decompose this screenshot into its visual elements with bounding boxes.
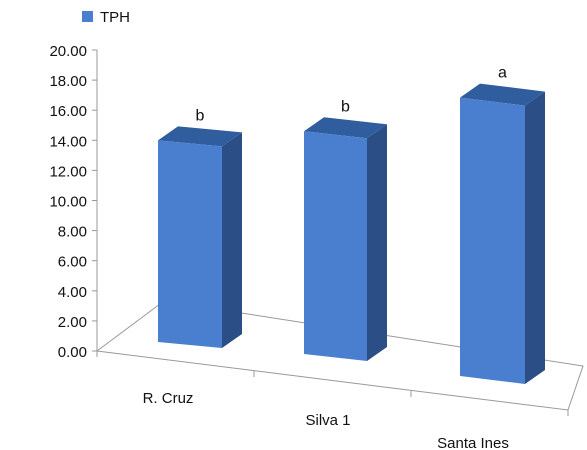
y-tick-label: 4.00	[58, 284, 87, 301]
bar-2	[304, 131, 367, 361]
y-tick-label: 0.00	[58, 344, 87, 361]
bar-annotation-3: a	[498, 65, 507, 82]
x-tick-label-1: R. Cruz	[143, 390, 194, 407]
x-tick-label-2: Silva 1	[305, 412, 350, 429]
chart-legend: TPH	[82, 9, 130, 26]
y-tick-label: 20.00	[49, 43, 87, 60]
bar-3	[460, 97, 525, 384]
legend-label: TPH	[100, 9, 130, 26]
bar-top-1	[158, 126, 242, 147]
bar-annotation-1: b	[196, 107, 205, 124]
y-tick-label: 8.00	[58, 224, 87, 241]
y-tick-label: 6.00	[58, 254, 87, 271]
legend-swatch	[82, 11, 93, 22]
bar-1	[158, 140, 222, 348]
chart-axes: 0.00 2.00 4.00 6.00 8.00 10.00 12.00 14.00 16.00…	[49, 43, 584, 416]
bar-top-3	[460, 83, 545, 106]
y-tick-label: 16.00	[49, 103, 87, 120]
x-tick-label-3: Santa Ines	[437, 435, 509, 450]
bar-side-1	[222, 132, 242, 348]
y-tick-label: 18.00	[49, 73, 87, 90]
chart-floor	[95, 300, 584, 411]
bar-top-2	[304, 117, 387, 139]
chart-bars: b R. Cruz b Silva 1 a Santa Ines	[143, 65, 545, 450]
bar-side-3	[525, 91, 545, 384]
y-tick-label: 12.00	[49, 163, 87, 180]
y-tick-label: 10.00	[49, 194, 87, 211]
y-tick-label: 14.00	[49, 133, 87, 150]
bar-side-2	[367, 124, 387, 361]
bar-annotation-2: b	[341, 98, 350, 115]
y-tick-label: 2.00	[58, 314, 87, 331]
